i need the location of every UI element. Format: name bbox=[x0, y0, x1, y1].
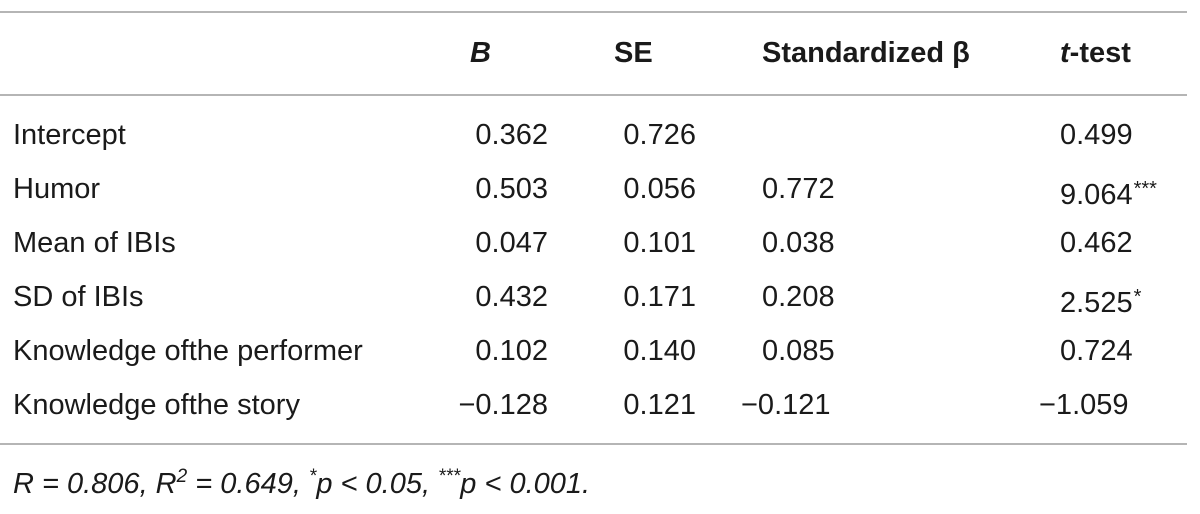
row-beta: −0.121 bbox=[741, 389, 831, 421]
row-label: SD of IBIs bbox=[13, 281, 144, 313]
row-t-value: 0.462 bbox=[1060, 227, 1133, 259]
table-header-rule bbox=[0, 94, 1187, 96]
header-t-italic: t bbox=[1060, 37, 1070, 69]
row-t-value: 9.064 bbox=[1060, 179, 1133, 211]
table-bottom-rule bbox=[0, 443, 1187, 445]
table-footnote: R = 0.806, R2 = 0.649, *p < 0.05, ***p <… bbox=[13, 467, 590, 501]
row-b: 0.047 bbox=[475, 227, 548, 259]
row-label: Knowledge ofthe performer bbox=[13, 335, 363, 367]
row-t: −1.059 bbox=[1039, 388, 1129, 422]
row-beta: 0.208 bbox=[762, 281, 835, 313]
row-t-value: 0.724 bbox=[1060, 335, 1133, 367]
row-label: Intercept bbox=[13, 119, 126, 151]
significance-stars: *** bbox=[1133, 178, 1157, 200]
row-t: 0.724 bbox=[1060, 334, 1133, 368]
row-b: 0.503 bbox=[475, 173, 548, 205]
row-se: 0.171 bbox=[623, 281, 696, 313]
header-t-test: t-test bbox=[1060, 36, 1131, 70]
header-standardized-beta: Standardized β bbox=[762, 37, 970, 69]
header-b: B bbox=[470, 37, 491, 69]
table-top-rule bbox=[0, 11, 1187, 13]
row-t-value: 0.499 bbox=[1060, 119, 1133, 151]
footnote-r-squared: = 0.649, bbox=[187, 468, 309, 500]
row-b: 0.362 bbox=[475, 119, 548, 151]
footnote-r-squared-exponent: 2 bbox=[176, 466, 188, 487]
row-beta: 0.038 bbox=[762, 227, 835, 259]
row-b: 0.102 bbox=[475, 335, 548, 367]
row-t-value: 2.525 bbox=[1060, 287, 1133, 319]
footnote-sig1: p < 0.05, bbox=[316, 468, 439, 500]
row-t: 9.064*** bbox=[1060, 172, 1157, 212]
row-se: 0.726 bbox=[623, 119, 696, 151]
footnote-sig2: p < 0.001. bbox=[460, 468, 591, 500]
row-label: Mean of IBIs bbox=[13, 227, 176, 259]
footnote-r: R = 0.806, R bbox=[13, 468, 177, 500]
row-se: 0.101 bbox=[623, 227, 696, 259]
row-beta: 0.085 bbox=[762, 335, 835, 367]
row-beta: 0.772 bbox=[762, 173, 835, 205]
header-t-rest: -test bbox=[1069, 37, 1131, 69]
row-t: 2.525* bbox=[1060, 280, 1141, 320]
footnote-sig2-mark: *** bbox=[438, 466, 461, 487]
row-se: 0.140 bbox=[623, 335, 696, 367]
row-label: Humor bbox=[13, 173, 101, 205]
row-se: 0.056 bbox=[623, 173, 696, 205]
row-label: Knowledge ofthe story bbox=[13, 389, 300, 421]
footnote-sig1-mark: * bbox=[308, 466, 317, 487]
header-se: SE bbox=[614, 37, 653, 69]
row-t: 0.462 bbox=[1060, 226, 1133, 260]
row-se: 0.121 bbox=[623, 389, 696, 421]
row-b: 0.432 bbox=[475, 281, 548, 313]
significance-stars: * bbox=[1133, 286, 1142, 308]
row-t-value: −1.059 bbox=[1039, 389, 1129, 421]
row-b: −0.128 bbox=[458, 389, 548, 421]
row-t: 0.499 bbox=[1060, 118, 1133, 152]
